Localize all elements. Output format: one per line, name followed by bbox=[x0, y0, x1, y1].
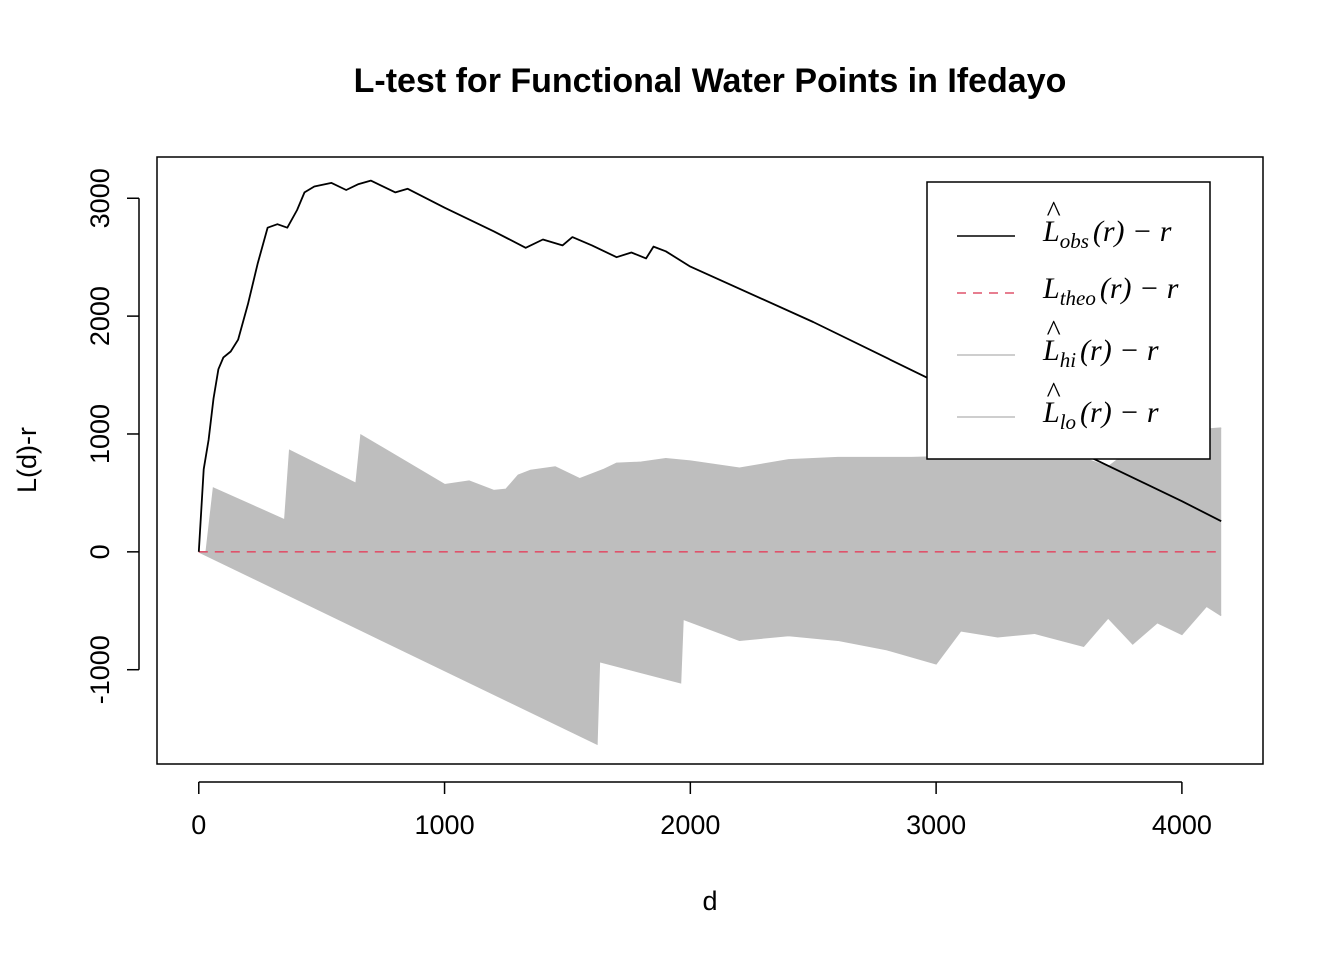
series-lines bbox=[197, 179, 1222, 553]
x-axis: 0 1000 2000 3000 4000 bbox=[191, 781, 1212, 840]
y-axis-label: L(d)-r bbox=[12, 427, 42, 493]
x-tick-label: 2000 bbox=[660, 810, 720, 840]
envelope-band bbox=[198, 427, 1222, 746]
legend-label-theo: Ltheo (r) − r bbox=[1042, 272, 1179, 310]
x-tick-label: 4000 bbox=[1152, 810, 1212, 840]
y-tick-label: 2000 bbox=[85, 286, 115, 346]
legend-hat-obs: ^ bbox=[1046, 195, 1061, 228]
series-line-obs bbox=[197, 179, 1222, 552]
series-line-lo bbox=[198, 551, 1222, 746]
y-tick-label: 0 bbox=[85, 544, 115, 559]
legend-label-hi: Lhi (r) − r bbox=[1042, 334, 1159, 372]
legend-box bbox=[926, 181, 1211, 460]
legend-hat-lo: ^ bbox=[1046, 376, 1061, 409]
legend-label-obs: Lobs (r) − r bbox=[1042, 215, 1172, 253]
x-tick-label: 0 bbox=[191, 810, 206, 840]
chart-title: L-test for Functional Water Points in If… bbox=[354, 62, 1067, 100]
legend-hat-hi: ^ bbox=[1046, 314, 1061, 347]
y-tick-label: 3000 bbox=[85, 168, 115, 228]
y-axis: -1000 0 1000 2000 3000 bbox=[85, 168, 140, 704]
y-tick-label: -1000 bbox=[85, 635, 115, 704]
plot-frame bbox=[156, 156, 1264, 765]
x-tick-label: 3000 bbox=[906, 810, 966, 840]
x-tick-label: 1000 bbox=[415, 810, 475, 840]
legend-label-lo: Llo (r) − r bbox=[1042, 396, 1159, 434]
y-tick-label: 1000 bbox=[85, 404, 115, 464]
envelope-area bbox=[198, 428, 1222, 744]
x-axis-label: d bbox=[702, 886, 717, 916]
